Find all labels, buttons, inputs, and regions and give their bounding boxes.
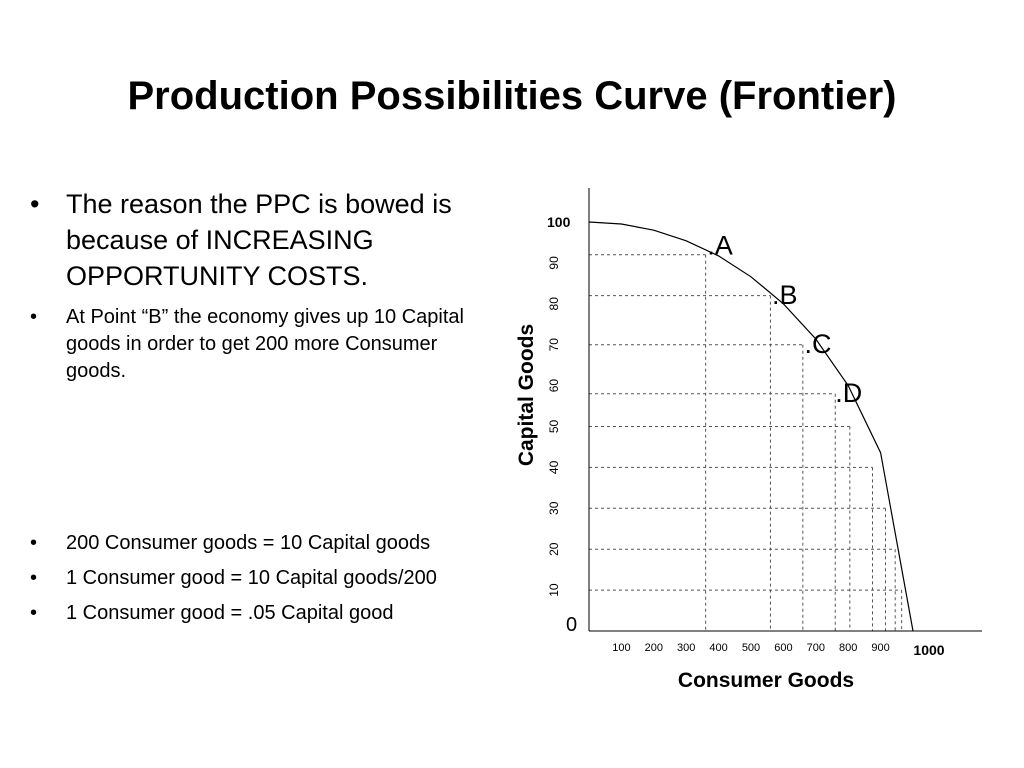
- y-tick-label: 70: [547, 338, 561, 352]
- x-tick-label: 1000: [913, 642, 944, 658]
- bullet-list-main: The reason the PPC is bowed is because o…: [30, 186, 500, 385]
- y-tick-label: 100: [547, 214, 571, 230]
- bullet-item: 1 Consumer good = .05 Capital good: [30, 600, 500, 627]
- y-tick-label: 30: [547, 501, 561, 515]
- y-tick-label: 80: [547, 297, 561, 311]
- ppc-curve: [588, 221, 914, 632]
- y-tick-label: 90: [547, 256, 561, 270]
- x-tick-label: 200: [645, 642, 663, 654]
- point-label: .D: [835, 378, 862, 408]
- origin-label: 0: [566, 614, 577, 636]
- x-tick-label: 300: [677, 642, 695, 654]
- bullet-item: 1 Consumer good = 10 Capital goods/200: [30, 565, 500, 592]
- x-tick-label: 800: [839, 642, 857, 654]
- x-tick-label: 900: [871, 642, 889, 654]
- bullet-item: At Point “B” the economy gives up 10 Cap…: [30, 304, 500, 385]
- guide-lines: [589, 254, 903, 631]
- y-tick-label: 40: [547, 460, 561, 474]
- y-tick-label: 50: [547, 420, 561, 434]
- x-tick-label: 400: [709, 642, 727, 654]
- bullet-list-lower: 200 Consumer goods = 10 Capital goods 1 …: [30, 530, 500, 635]
- y-tick-label: 60: [547, 379, 561, 393]
- y-tick-label: 10: [547, 583, 561, 597]
- point-labels: .A .B.C.D: [707, 231, 862, 408]
- x-tick-label: 500: [742, 642, 760, 654]
- bullet-item: The reason the PPC is bowed is because o…: [30, 186, 500, 294]
- y-axis-label: Capital Goods: [515, 324, 538, 466]
- bullet-item: 200 Consumer goods = 10 Capital goods: [30, 530, 500, 557]
- point-label: .A: [707, 231, 733, 261]
- x-tick-label: 600: [774, 642, 792, 654]
- x-tick-label: 700: [807, 642, 825, 654]
- slide-title: Production Possibilities Curve (Frontier…: [127, 74, 897, 118]
- point-label: .C: [804, 329, 831, 359]
- tick-labels: 100 200 300 400 500 600 700 800 900 1000102030405…: [547, 214, 945, 658]
- x-tick-label: 100: [612, 642, 630, 654]
- point-label: .B: [772, 280, 798, 310]
- x-axis-label: Consumer Goods: [678, 669, 854, 692]
- y-tick-label: 20: [547, 542, 561, 556]
